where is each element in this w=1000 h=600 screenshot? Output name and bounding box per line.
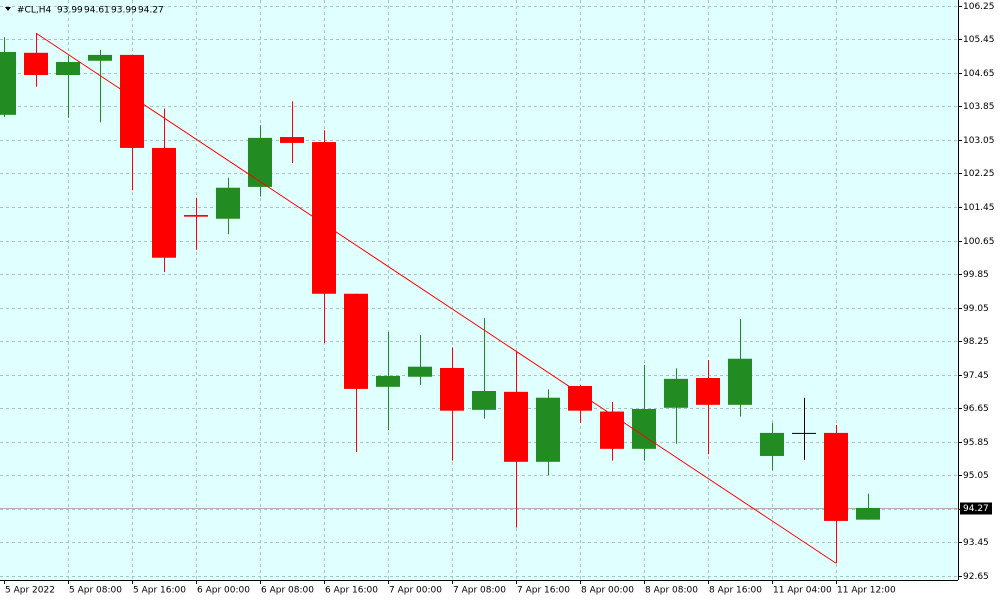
candle-body	[792, 432, 816, 434]
header-high: 94.61	[84, 6, 110, 16]
candle-body	[632, 409, 656, 449]
candle-body	[344, 293, 368, 389]
x-tick-label: 8 Apr 00:00	[581, 586, 634, 596]
x-tick-label: 5 Apr 2022	[5, 586, 55, 596]
candle-body	[184, 214, 208, 217]
candle-body	[0, 51, 16, 115]
x-tick-label: 6 Apr 08:00	[261, 586, 314, 596]
candle-body	[504, 391, 528, 462]
y-tick-label: 101.45	[963, 203, 995, 213]
x-tick-label: 6 Apr 00:00	[197, 586, 250, 596]
candle-body	[56, 62, 80, 76]
candle-body	[824, 432, 848, 521]
trendline	[35, 32, 837, 564]
candle-body	[696, 378, 720, 405]
plot-area	[0, 0, 958, 580]
header-low: 93.99	[111, 6, 137, 16]
x-tick-label: 8 Apr 08:00	[645, 586, 698, 596]
y-tick-label: 98.25	[963, 337, 989, 347]
y-tick-label: 95.85	[963, 438, 989, 448]
header-arrow	[5, 7, 11, 11]
y-tick-label: 93.45	[963, 538, 989, 548]
header-close: 94.27	[138, 6, 164, 16]
x-tick-label: 11 Apr 04:00	[773, 586, 832, 596]
y-tick-label: 100.65	[963, 237, 995, 247]
y-tick-label: 102.25	[963, 169, 995, 179]
candle-body	[376, 375, 400, 387]
x-tick-label: 5 Apr 16:00	[133, 586, 186, 596]
y-tick-label: 104.65	[963, 69, 995, 79]
layer	[0, 0, 958, 580]
y-tick-label: 97.45	[963, 371, 989, 381]
candle-body	[568, 385, 592, 411]
candle-body	[760, 432, 784, 456]
candle-body	[440, 367, 464, 411]
y-tick-label: 106.25	[963, 2, 995, 12]
candle-body	[664, 378, 688, 408]
candle-body	[120, 54, 144, 148]
candle-body	[248, 137, 272, 187]
candle-body	[152, 147, 176, 258]
candle-body	[728, 358, 752, 405]
candle-body	[24, 52, 48, 76]
candle-body	[280, 137, 304, 143]
chart-title: #CL,H4	[17, 6, 51, 16]
candle-body	[216, 187, 240, 219]
x-tick-label: 5 Apr 08:00	[69, 586, 122, 596]
x-tick-label: 11 Apr 12:00	[837, 586, 896, 596]
current-price-box	[960, 502, 992, 515]
candle-body	[600, 411, 624, 449]
header-open: 93.99	[57, 6, 83, 16]
x-tick-label: 7 Apr 08:00	[453, 586, 506, 596]
candle-body	[856, 507, 880, 520]
y-tick-label: 96.65	[963, 404, 989, 414]
candle-body	[472, 390, 496, 410]
candle-body	[312, 142, 336, 294]
x-tick-label: 7 Apr 16:00	[517, 586, 570, 596]
y-tick-label: 105.45	[963, 35, 995, 45]
y-tick-label: 92.65	[963, 572, 989, 582]
x-tick-label: 8 Apr 16:00	[709, 586, 762, 596]
candle-body	[536, 397, 560, 462]
y-tick-label: 103.05	[963, 136, 995, 146]
x-tick-label: 7 Apr 00:00	[389, 586, 442, 596]
candle-body	[88, 54, 112, 61]
y-tick-label: 99.05	[963, 304, 989, 314]
y-tick-label: 99.85	[963, 270, 989, 280]
current-price-label: 94.27	[963, 504, 989, 514]
y-tick-label: 103.85	[963, 102, 995, 112]
candle-body	[408, 366, 432, 377]
y-tick-label: 95.05	[963, 471, 989, 481]
x-tick-label: 6 Apr 16:00	[325, 586, 378, 596]
